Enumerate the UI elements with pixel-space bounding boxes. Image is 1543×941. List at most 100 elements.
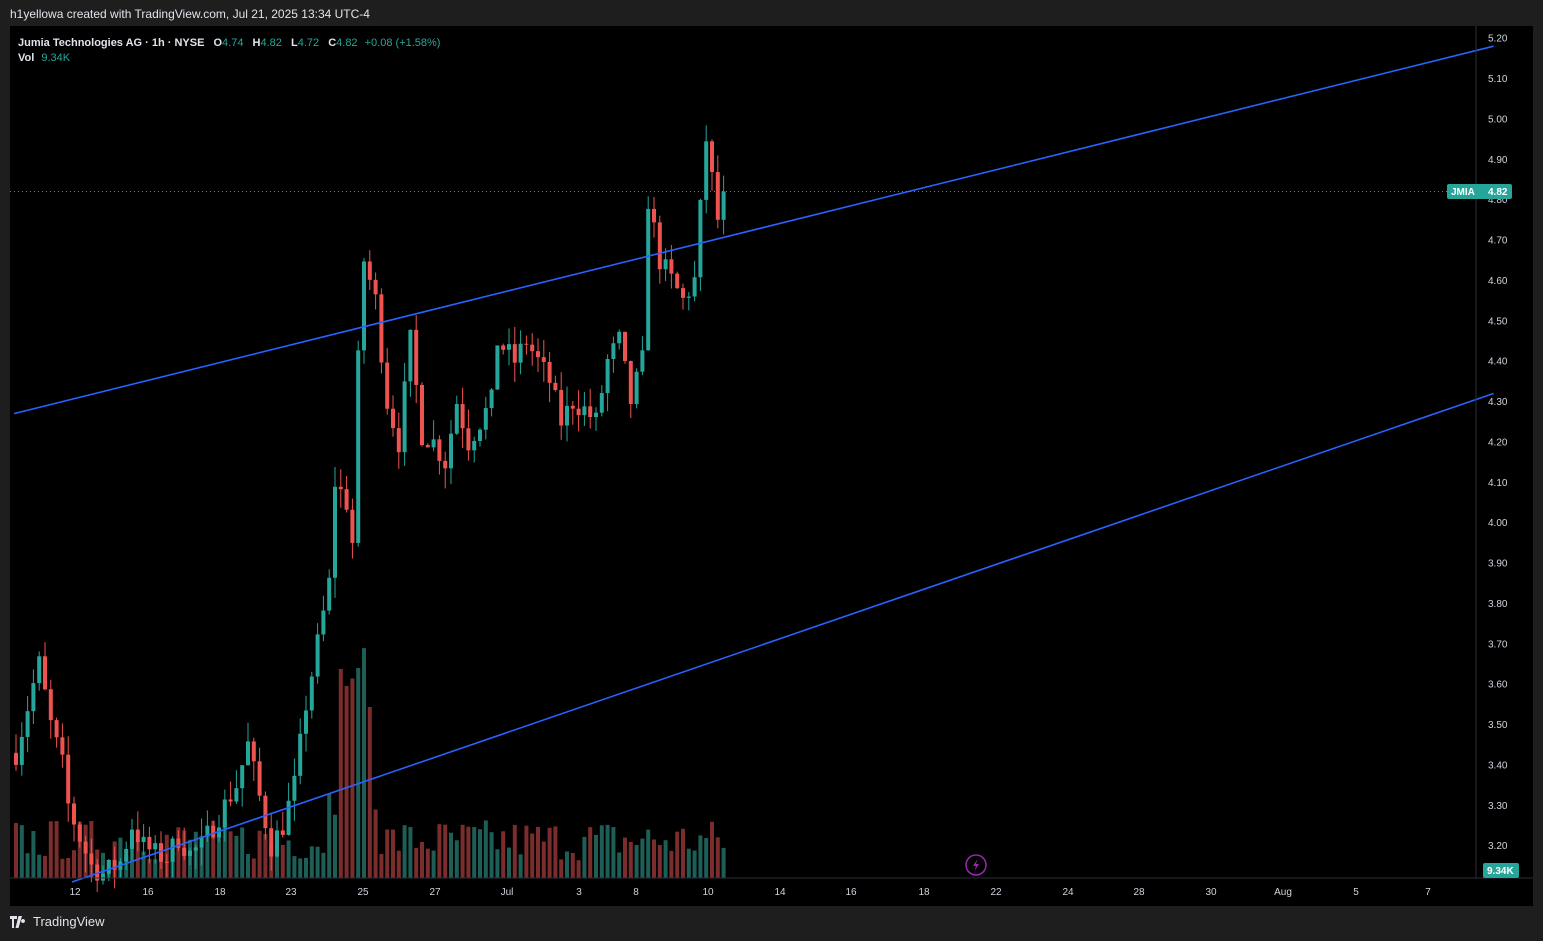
volume-bar — [599, 825, 604, 878]
volume-bar — [605, 824, 610, 878]
candle-body — [205, 825, 210, 837]
time-tick-label: 14 — [774, 887, 786, 898]
candle-body — [681, 288, 685, 298]
candle-body — [425, 445, 430, 448]
candle-body — [686, 296, 691, 298]
candle-body — [89, 853, 94, 865]
candle-body — [454, 404, 459, 434]
candle-body — [321, 610, 326, 635]
legend-volume-value: 9.34K — [41, 52, 71, 64]
time-tick-label: 30 — [1205, 887, 1217, 898]
candle-body — [188, 850, 192, 856]
legend-ohlc-row: Jumia Technologies AG · 1h · NYSE O4.74 … — [18, 36, 440, 51]
volume-bar — [356, 668, 361, 878]
volume-bars — [14, 648, 726, 878]
candle-body — [391, 408, 395, 429]
candle-body — [124, 848, 129, 862]
volume-bar — [66, 857, 71, 878]
volume-bar — [576, 860, 581, 878]
volume-bar — [141, 851, 146, 878]
volume-bar — [570, 852, 575, 878]
volume-bar — [594, 834, 598, 878]
candle-body — [112, 860, 117, 870]
candle-body — [228, 799, 233, 802]
price-chart[interactable]: 5.20 5.10 5.00 4.90 4.80 4.70 4.60 4.50 4.40 4.30… — [10, 26, 1533, 906]
volume-bar — [19, 825, 24, 878]
price-tick-label: 3.40 — [1488, 760, 1508, 771]
candle-body — [43, 656, 47, 690]
volume-bar — [437, 824, 442, 878]
candle-body — [193, 847, 198, 851]
legend-open-label: O — [213, 37, 223, 49]
volume-bar — [686, 848, 691, 878]
time-tick-label: 3 — [576, 887, 582, 898]
time-tick-label: 16 — [845, 887, 857, 898]
candle-body — [130, 829, 134, 849]
tradingview-footer[interactable]: TradingView — [10, 914, 105, 929]
time-tick-label: 22 — [990, 887, 1002, 898]
volume-bar — [617, 852, 622, 878]
candle-body — [25, 711, 30, 737]
volume-bar — [246, 854, 250, 878]
volume-bar — [385, 829, 390, 878]
volume-bar — [379, 853, 384, 878]
volume-bar — [251, 858, 256, 878]
candle-body — [663, 259, 668, 270]
price-tick-label: 3.90 — [1488, 559, 1508, 570]
candle-body — [483, 408, 488, 430]
candle-body — [460, 404, 465, 429]
legend-volume-label: Vol — [18, 52, 35, 64]
candle-body — [147, 836, 152, 850]
candle-body — [634, 371, 639, 405]
time-tick-label: Jul — [501, 887, 514, 898]
candle-body — [437, 439, 442, 461]
candle-body — [269, 828, 274, 857]
candle-body — [657, 222, 662, 270]
volume-bar — [443, 824, 448, 878]
volume-bar — [327, 793, 332, 878]
volume-bar — [391, 829, 395, 878]
volume-bar — [367, 707, 372, 878]
volume-bar — [541, 841, 546, 878]
chart-frame[interactable]: 5.20 5.10 5.00 4.90 4.80 4.70 4.60 4.50 4.40 4.30… — [10, 26, 1533, 906]
candle-body — [246, 741, 250, 766]
candle-body — [170, 838, 175, 862]
volume-bar — [25, 853, 30, 878]
candle-body — [153, 843, 158, 850]
candlesticks — [14, 125, 726, 892]
price-tick-label: 3.20 — [1488, 841, 1508, 852]
candle-body — [559, 390, 564, 426]
time-tick-label: 16 — [142, 887, 154, 898]
candle-body — [135, 829, 140, 843]
candle-body — [472, 440, 477, 451]
legend-high-label: H — [252, 37, 261, 49]
candle-body — [350, 509, 355, 543]
volume-badge-value: 9.34K — [1487, 866, 1514, 877]
candle-body — [512, 344, 517, 363]
candle-body — [524, 343, 529, 345]
candle-body — [275, 830, 279, 857]
time-tick-label: 24 — [1062, 887, 1074, 898]
volume-bar — [588, 827, 593, 878]
candle-body — [159, 843, 163, 862]
time-tick-label: 12 — [69, 887, 81, 898]
price-tick-label: 5.20 — [1488, 34, 1508, 45]
volume-bar — [582, 836, 587, 878]
candle-body — [710, 141, 714, 173]
candle-body — [14, 752, 18, 765]
lightning-icon[interactable] — [965, 854, 987, 876]
time-tick-label: 28 — [1133, 887, 1145, 898]
legend-close-label: C — [328, 37, 337, 49]
volume-bar — [60, 858, 65, 878]
volume-bar — [373, 809, 378, 878]
volume-bar — [309, 846, 314, 878]
legend-volume-row: Vol 9.34K — [18, 51, 440, 66]
volume-bar — [408, 827, 413, 878]
candle-body — [60, 737, 65, 755]
volume-bar — [565, 851, 569, 878]
candle-body — [217, 827, 221, 838]
trendline — [71, 392, 1494, 883]
candle-body — [286, 800, 291, 835]
candle-body — [309, 676, 314, 711]
candle-body — [628, 361, 633, 405]
